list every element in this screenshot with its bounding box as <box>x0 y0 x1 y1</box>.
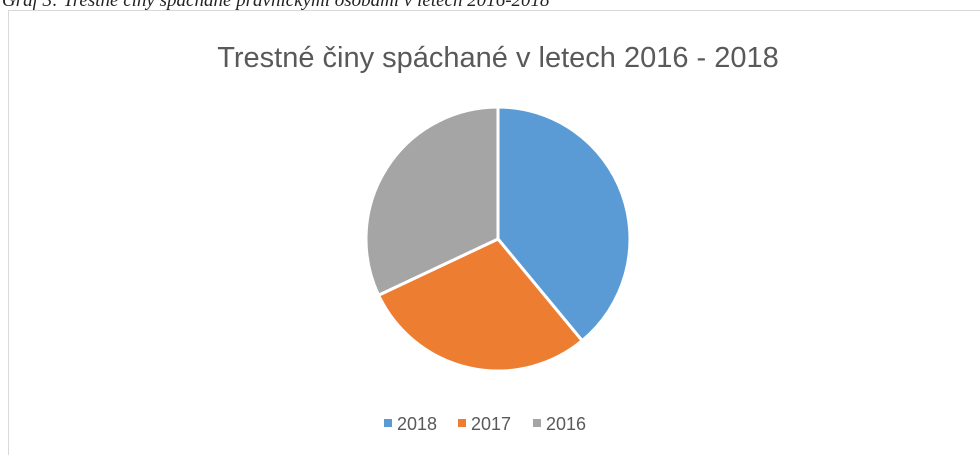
caption: Graf 3: Trestné činy spáchané právnickým… <box>2 0 550 11</box>
legend-swatch <box>458 419 466 427</box>
legend-label: 2017 <box>471 414 511 434</box>
legend-label: 2018 <box>397 414 437 434</box>
chart-title: Trestné činy spáchané v letech 2016 - 20… <box>217 42 779 74</box>
legend-label: 2016 <box>546 414 586 434</box>
legend-swatch <box>384 419 392 427</box>
legend-swatch <box>533 419 541 427</box>
